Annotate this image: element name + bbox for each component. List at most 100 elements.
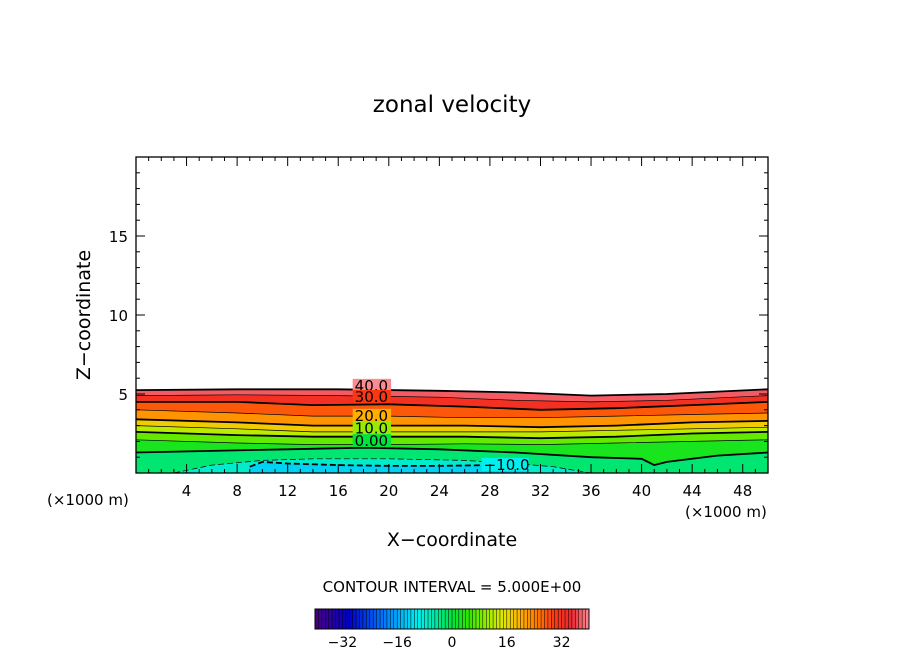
colorbar-cell (421, 609, 425, 629)
colorbar-cell (527, 609, 532, 629)
colorbar-cell (582, 609, 586, 629)
x-tick-label: 20 (379, 482, 398, 500)
contour-line (136, 409, 768, 419)
colorbar-cell (410, 609, 415, 629)
colorbar-cell (380, 609, 384, 629)
colorbar-cell (499, 609, 504, 629)
contour-line (136, 425, 768, 433)
colorbar-cell (565, 609, 569, 629)
colorbar-cell (517, 609, 521, 629)
contour-label-bg (352, 389, 392, 403)
x-tick-label: 36 (581, 482, 600, 500)
x-tick-label: 40 (632, 482, 651, 500)
colorbar-cell (407, 609, 412, 629)
colorbar-cell (530, 609, 535, 629)
colorbar-cell (510, 609, 514, 629)
colorbar-cell (458, 609, 463, 629)
x-tick-label: 8 (232, 482, 242, 500)
colorbar-tick-label: −16 (382, 635, 412, 651)
colorbar-cell (568, 609, 573, 629)
colorbar-cell (383, 609, 388, 629)
colorbar-cell (513, 609, 518, 629)
colorbar-cell (431, 609, 436, 629)
colorbar-cell (462, 609, 466, 629)
contour-label: 30.0 (355, 388, 388, 406)
colorbar-cell (472, 609, 477, 629)
x-tick-label: 28 (480, 482, 499, 500)
colorbar-ticks: −32 −16 0 16 32 (328, 635, 571, 651)
contour-interval-text: CONTOUR INTERVAL = 5.000E+00 (323, 578, 582, 596)
colorbar-cell (318, 609, 323, 629)
contour-labels: 40.030.020.010.00.00−10.0 (352, 377, 530, 474)
contour-line (136, 431, 768, 440)
contour-lines (136, 388, 768, 473)
colorbar-tick-label: −32 (328, 635, 358, 651)
contour-line (136, 401, 768, 411)
colorbar-cell (585, 609, 590, 629)
contour-line (136, 439, 768, 445)
colorbar-cell (325, 609, 329, 629)
colorbar-cell (404, 609, 408, 629)
colorbar-cell (541, 609, 545, 629)
colorbar-cell (554, 609, 559, 629)
colorbar-cell (373, 609, 377, 629)
contour-label-bg (352, 434, 392, 448)
colorbar-cell (448, 609, 453, 629)
x-tick-label: 32 (531, 482, 550, 500)
colorbar-cell (434, 609, 439, 629)
colorbar-cell (523, 609, 528, 629)
contour-line (136, 418, 768, 429)
chart-title: zonal velocity (373, 92, 531, 118)
colorbar-cell (520, 609, 525, 629)
colorbar-cell (452, 609, 456, 629)
colorbar-cell (503, 609, 508, 629)
colorbar-cell (356, 609, 360, 629)
contour-label: 0.00 (355, 432, 388, 450)
y-tick-label: 10 (109, 307, 128, 325)
contour-label: 20.0 (355, 407, 388, 425)
colorbar-cell (335, 609, 340, 629)
colorbar-cell (575, 609, 580, 629)
colorbar-cell (469, 609, 473, 629)
y-axis-label: Z−coordinate (73, 250, 95, 380)
colorbar-cell (561, 609, 566, 629)
x-tick-label: 44 (683, 482, 702, 500)
contour-line (136, 388, 768, 397)
colorbar-cell (359, 609, 364, 629)
colorbar-cell (349, 609, 353, 629)
colorbar-cell (342, 609, 347, 629)
colorbar-cell (417, 609, 422, 629)
y-unit-label: (×1000 m) (47, 491, 129, 509)
contour-label-bg (352, 408, 392, 422)
contour-label-bg (481, 457, 529, 471)
colorbar-cell (534, 609, 538, 629)
contour-label: 10.0 (355, 420, 388, 438)
contour-label: −10.0 (484, 456, 530, 474)
colorbar-cell (315, 609, 319, 629)
x-unit-label: (×1000 m) (685, 503, 767, 521)
colorbar-cell (328, 609, 333, 629)
x-tick-label: 24 (430, 482, 449, 500)
colorbar-cell (390, 609, 395, 629)
contour-line (173, 458, 592, 473)
colorbar-cell (571, 609, 576, 629)
colorbar-cell (482, 609, 487, 629)
colorbar-cell (338, 609, 343, 629)
colorbar-cell (397, 609, 401, 629)
colorbar-tick-label: 16 (498, 635, 516, 651)
colorbar-cell (376, 609, 381, 629)
colorbar-cell (362, 609, 367, 629)
colorbar-cell (352, 609, 357, 629)
colorbar-cell (578, 609, 583, 629)
y-tick-label: 15 (109, 228, 128, 246)
colorbar-cell (441, 609, 446, 629)
y-tick-label: 5 (118, 386, 128, 404)
contour-line (136, 446, 768, 467)
contour-line (136, 394, 768, 403)
colorbar-cell (424, 609, 429, 629)
colorbar-cell (506, 609, 511, 629)
colorbar-tick-label: 0 (448, 635, 457, 651)
colorbar-cell (332, 609, 336, 629)
colorbar-cell (496, 609, 501, 629)
